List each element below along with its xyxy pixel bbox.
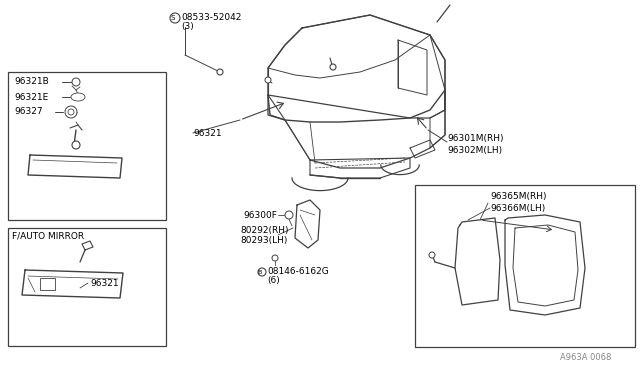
Circle shape [217, 69, 223, 75]
Text: A963A 0068: A963A 0068 [560, 353, 611, 362]
Ellipse shape [71, 93, 85, 101]
Text: 96302M(LH): 96302M(LH) [447, 145, 502, 154]
Text: (3): (3) [181, 22, 194, 32]
Circle shape [68, 109, 74, 115]
Circle shape [170, 13, 180, 23]
Text: 96321E: 96321E [14, 93, 48, 102]
Circle shape [265, 77, 271, 83]
Text: 96321: 96321 [193, 128, 221, 138]
Text: 96321B: 96321B [14, 77, 49, 87]
Text: S: S [171, 15, 175, 21]
Bar [415, 185, 635, 347]
Text: 96301M(RH): 96301M(RH) [447, 134, 504, 142]
Text: F/AUTO MIRROR: F/AUTO MIRROR [12, 231, 84, 241]
Circle shape [429, 252, 435, 258]
Text: B: B [257, 269, 261, 275]
Circle shape [330, 64, 336, 70]
Circle shape [72, 141, 80, 149]
Circle shape [65, 106, 77, 118]
Circle shape [285, 211, 293, 219]
Bar [40, 278, 55, 290]
Text: 96300F: 96300F [243, 211, 277, 219]
Text: 96366M(LH): 96366M(LH) [490, 203, 545, 212]
Circle shape [272, 255, 278, 261]
Circle shape [258, 268, 266, 276]
Text: 96365M(RH): 96365M(RH) [490, 192, 547, 201]
Text: 96321: 96321 [90, 279, 118, 288]
Text: 80292(RH): 80292(RH) [240, 225, 289, 234]
Text: 96327: 96327 [14, 108, 43, 116]
Text: 80293(LH): 80293(LH) [240, 237, 287, 246]
Bar [8, 72, 166, 220]
Text: 08146-6162G: 08146-6162G [267, 267, 329, 276]
Bar [8, 228, 166, 346]
Text: 08533-52042: 08533-52042 [181, 13, 241, 22]
Text: (6): (6) [267, 276, 280, 285]
Circle shape [72, 78, 80, 86]
